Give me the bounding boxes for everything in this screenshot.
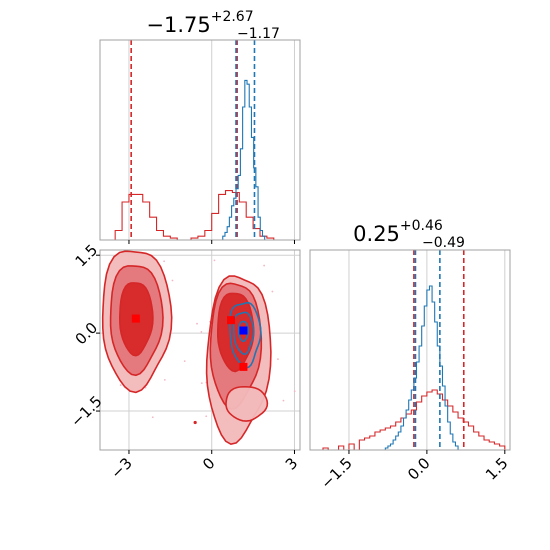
sample-point-26	[196, 322, 198, 325]
title-param-1-minus: −1.17	[237, 26, 280, 42]
tick-label-y-1: 0.0	[72, 319, 102, 349]
title-param-1: −1.75+2.67	[146, 9, 253, 37]
title-param-2-plus: +0.46	[400, 218, 443, 234]
panel-marginal-x-histograms	[114, 40, 275, 240]
panel-marginal-x-bg	[100, 40, 300, 240]
sample-point-23	[291, 244, 293, 246]
histogram-series-0	[114, 190, 275, 240]
sample-point-6	[277, 358, 279, 360]
panel-marginal-y-grid	[348, 250, 506, 450]
sample-point-5	[271, 290, 274, 293]
contour-blue-inner	[238, 320, 250, 343]
truth-marker-series-0-0	[131, 314, 140, 323]
sample-point-14	[200, 331, 203, 333]
panel-marginal-x-frame	[99, 39, 301, 241]
panel-marginal-y-bg	[310, 250, 510, 450]
tick-label-x-0: −3	[107, 454, 135, 482]
panel-joint: −3 0 3−1.50.01.5	[67, 241, 301, 483]
sample-point-25	[293, 390, 296, 393]
sample-point-32	[183, 360, 186, 363]
sample-point-4	[213, 259, 216, 262]
title-param-2-minus: −0.49	[422, 235, 465, 251]
tick-label-x-0: −1.5	[317, 454, 355, 492]
tick-label-x-2: 1.5	[482, 454, 512, 484]
tick-label-x-1: 0	[199, 454, 218, 473]
contour-blue-outer	[228, 301, 262, 369]
panel-marginal-y: −1.5 0.0 1.5 0.25+0.46 −0.49	[309, 218, 512, 493]
title-param-1-value: −1.75	[146, 13, 210, 37]
panel-marginal-y-histograms	[322, 250, 506, 450]
sample-point-28	[151, 241, 153, 243]
sample-point-34	[163, 260, 166, 263]
title-param-2-value: 0.25	[353, 222, 400, 246]
panel-joint-frame	[99, 249, 301, 451]
histogram-series-1	[222, 79, 266, 240]
sample-point-17	[171, 279, 174, 282]
panel-joint-contours	[101, 241, 296, 446]
contour-blue-mid	[232, 311, 255, 356]
panel-marginal-x-grid	[128, 40, 295, 240]
panel-marginal-x-ticks	[128, 240, 295, 244]
truth-marker-series-0-2	[239, 362, 248, 371]
sample-point-11	[282, 399, 285, 402]
title-param-1-plus: +2.67	[211, 9, 254, 25]
contour-right-lower	[225, 386, 269, 422]
histogram-series-0	[322, 389, 506, 450]
histogram-series-1	[384, 285, 459, 450]
sample-point-22	[151, 416, 154, 419]
sample-point-2	[163, 378, 166, 381]
tick-label-y-2: 1.5	[72, 241, 102, 271]
title-param-2: 0.25+0.46	[353, 218, 443, 246]
truth-marker-series-0-1	[227, 316, 236, 325]
sample-point-8	[205, 415, 208, 418]
sample-point-red	[193, 420, 197, 425]
truth-marker-series-1-0	[239, 326, 248, 335]
tick-label-x-2: 3	[282, 454, 301, 473]
sample-point-9	[263, 264, 266, 267]
panel-marginal-y-frame	[309, 249, 511, 451]
panel-marginal-y-ticks: −1.5 0.0 1.5	[317, 450, 512, 493]
sample-point-29	[200, 382, 203, 385]
panel-marginal-x: −1.75+2.67 −1.17	[99, 9, 301, 244]
sample-point-3	[119, 384, 122, 386]
tick-label-x-1: 0.0	[404, 454, 434, 484]
